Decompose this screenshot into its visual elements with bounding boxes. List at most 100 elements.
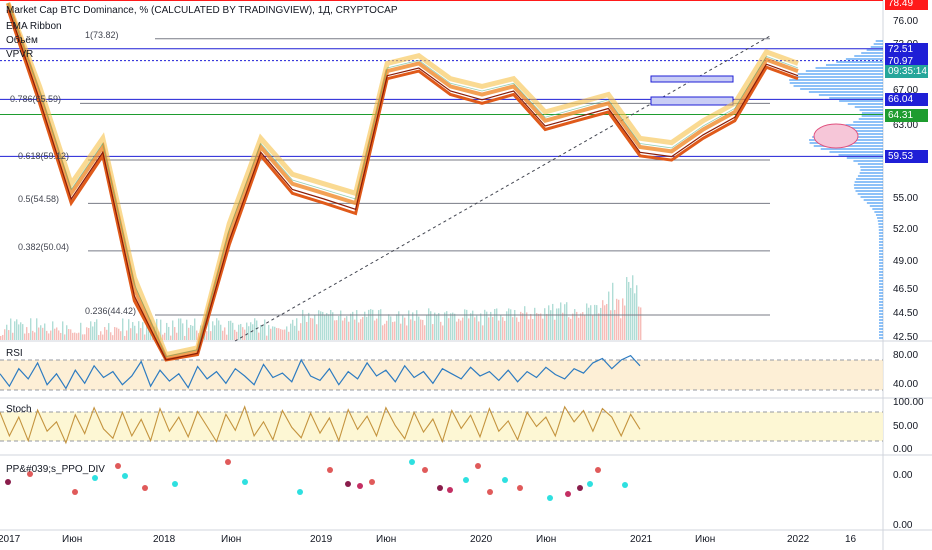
ppo-pane-label[interactable]: PP&#039;s_PPO_DIV: [6, 464, 105, 475]
volume-bar: [398, 311, 400, 340]
volume-bar: [160, 319, 162, 340]
vpvr-bar: [857, 175, 883, 177]
volume-bar: [46, 330, 48, 340]
vpvr-bar: [800, 88, 883, 90]
trend-line: [234, 35, 771, 342]
volume-bar: [490, 311, 492, 340]
vpvr-bar: [793, 85, 883, 87]
volume-bar: [494, 309, 496, 340]
volume-bar: [0, 336, 2, 340]
vpvr-bar: [878, 250, 883, 252]
ppo-divergence-dot: [142, 485, 148, 491]
vpvr-bar: [853, 160, 883, 162]
ppo-divergence-dot: [463, 477, 469, 483]
volume-bar: [638, 306, 640, 340]
volume-bar: [576, 311, 578, 340]
ppo-divergence-dot: [447, 487, 453, 493]
volume-bar: [596, 305, 598, 340]
volume-bar: [454, 313, 456, 340]
volume-bar: [378, 310, 380, 340]
volume-bar: [6, 324, 8, 340]
volume-bar: [436, 315, 438, 340]
indicator-vpvr[interactable]: VPVR: [6, 49, 34, 60]
vpvr-bar: [877, 217, 883, 219]
volume-bar: [614, 309, 616, 340]
vpvr-bar: [818, 94, 883, 96]
volume-bar: [14, 321, 16, 340]
volume-bar: [414, 320, 416, 340]
volume-bar: [534, 307, 536, 340]
volume-bar: [628, 281, 630, 340]
vpvr-bar: [879, 328, 883, 330]
volume-bar: [420, 319, 422, 340]
stoch-pane-label[interactable]: Stoch: [6, 404, 32, 415]
vpvr-bar: [859, 109, 883, 111]
vpvr-bar: [857, 163, 883, 165]
vpvr-bar: [878, 253, 883, 255]
volume-bar: [452, 312, 454, 340]
x-tick-label: 2022: [787, 534, 810, 545]
volume-bar: [334, 320, 336, 340]
volume-bar: [624, 305, 626, 340]
y-tick-label: 46.50: [893, 284, 919, 295]
volume-bar: [430, 311, 432, 340]
volume-bar: [564, 304, 566, 340]
vpvr-bar: [875, 214, 883, 216]
volume-bar: [546, 313, 548, 340]
volume-bar: [374, 320, 376, 340]
volume-bar: [78, 332, 80, 340]
volume-bar: [480, 313, 482, 340]
ppo-divergence-dot: [5, 479, 11, 485]
x-tick-label: 2019: [310, 534, 333, 545]
volume-bar: [578, 317, 580, 340]
volume-bar: [324, 315, 326, 340]
volume-bar: [528, 319, 530, 340]
volume-bar: [368, 309, 370, 340]
volume-bar: [188, 327, 190, 340]
volume-bar: [360, 319, 362, 340]
vpvr-histogram: [789, 40, 883, 339]
ppo-divergence-dot: [327, 467, 333, 473]
vpvr-bar: [838, 154, 883, 156]
volume-bar: [190, 325, 192, 340]
volume-bar: [476, 315, 478, 340]
vpvr-bar: [836, 127, 883, 129]
volume-bar: [182, 323, 184, 340]
volume-bar: [272, 326, 274, 340]
vpvr-bar: [879, 277, 883, 279]
ppo-divergence-dot: [587, 481, 593, 487]
volume-bar: [16, 319, 18, 340]
chart-title: Market Cap BTC Dominance, % (CALCULATED …: [6, 5, 398, 16]
vpvr-bar: [869, 205, 883, 207]
indicator-volume[interactable]: Объём: [6, 35, 38, 46]
volume-bar: [90, 321, 92, 340]
vpvr-bar: [845, 124, 883, 126]
volume-bar: [162, 334, 164, 340]
vpvr-bar: [861, 112, 883, 114]
volume-bars: [0, 275, 642, 340]
vpvr-bar: [879, 262, 883, 264]
volume-bar: [72, 332, 74, 340]
volume-bar: [556, 308, 558, 340]
vpvr-bar: [872, 208, 883, 210]
volume-bar: [236, 331, 238, 340]
volume-bar: [210, 331, 212, 340]
volume-bar: [140, 328, 142, 340]
rsi-pane-label[interactable]: RSI: [6, 348, 23, 359]
vpvr-bar: [879, 313, 883, 315]
vpvr-bar: [879, 271, 883, 273]
vpvr-bar: [797, 73, 883, 75]
volume-bar: [548, 305, 550, 340]
vpvr-bar: [878, 226, 883, 228]
fib-level-label: 0.236(44.42): [85, 305, 137, 316]
indicator-ema-ribbon[interactable]: EMA Ribbon: [6, 21, 62, 32]
price-line: [7, 2, 799, 358]
volume-bar: [106, 329, 108, 340]
volume-bar: [28, 333, 30, 340]
volume-bar: [538, 313, 540, 340]
volume-bar: [558, 308, 560, 340]
vpvr-bar: [836, 61, 883, 63]
volume-bar: [472, 310, 474, 340]
